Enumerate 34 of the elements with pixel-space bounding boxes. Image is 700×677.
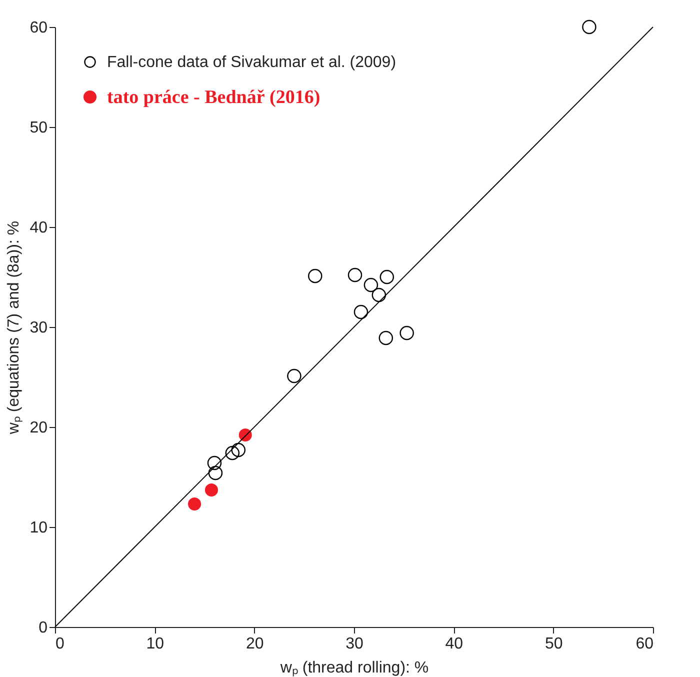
y-tick-label: 50 [30,120,48,136]
point [582,20,596,34]
legend-label: tato práce - Bednář (2016) [107,87,320,108]
y-axis-title: wₚ (equations (7) and (8a)): % [6,220,23,436]
legend-label: Fall-cone data of Sivakumar et al. (2009) [107,54,396,71]
point [231,442,246,458]
point [378,330,394,346]
point [208,466,223,480]
x-tick-label: 30 [346,636,364,652]
point [308,268,322,284]
y-tick-label: 60 [30,20,48,36]
x-tick-label: 60 [636,636,654,652]
point [354,304,368,320]
point [372,288,386,302]
x-tick-label: 0 [56,636,64,652]
point [364,278,378,292]
x-tick-label: 40 [445,636,464,652]
y-tick-label: 40 [30,220,48,236]
x-tick-label: 20 [246,636,264,652]
point [225,446,240,460]
y-tick-label: 0 [38,620,48,636]
y-tick-label: 20 [30,420,48,436]
point [188,497,202,511]
point [207,456,222,470]
point [287,368,302,384]
point [204,483,218,497]
x-axis-title: wₚ (thread rolling): % [279,660,429,676]
point [348,268,362,282]
y-tick-label: 30 [30,320,48,336]
x-tick-label: 50 [544,636,563,652]
point [380,270,394,284]
point [400,326,414,340]
x-tick-label: 10 [146,636,164,652]
y-tick-label: 10 [30,520,48,536]
